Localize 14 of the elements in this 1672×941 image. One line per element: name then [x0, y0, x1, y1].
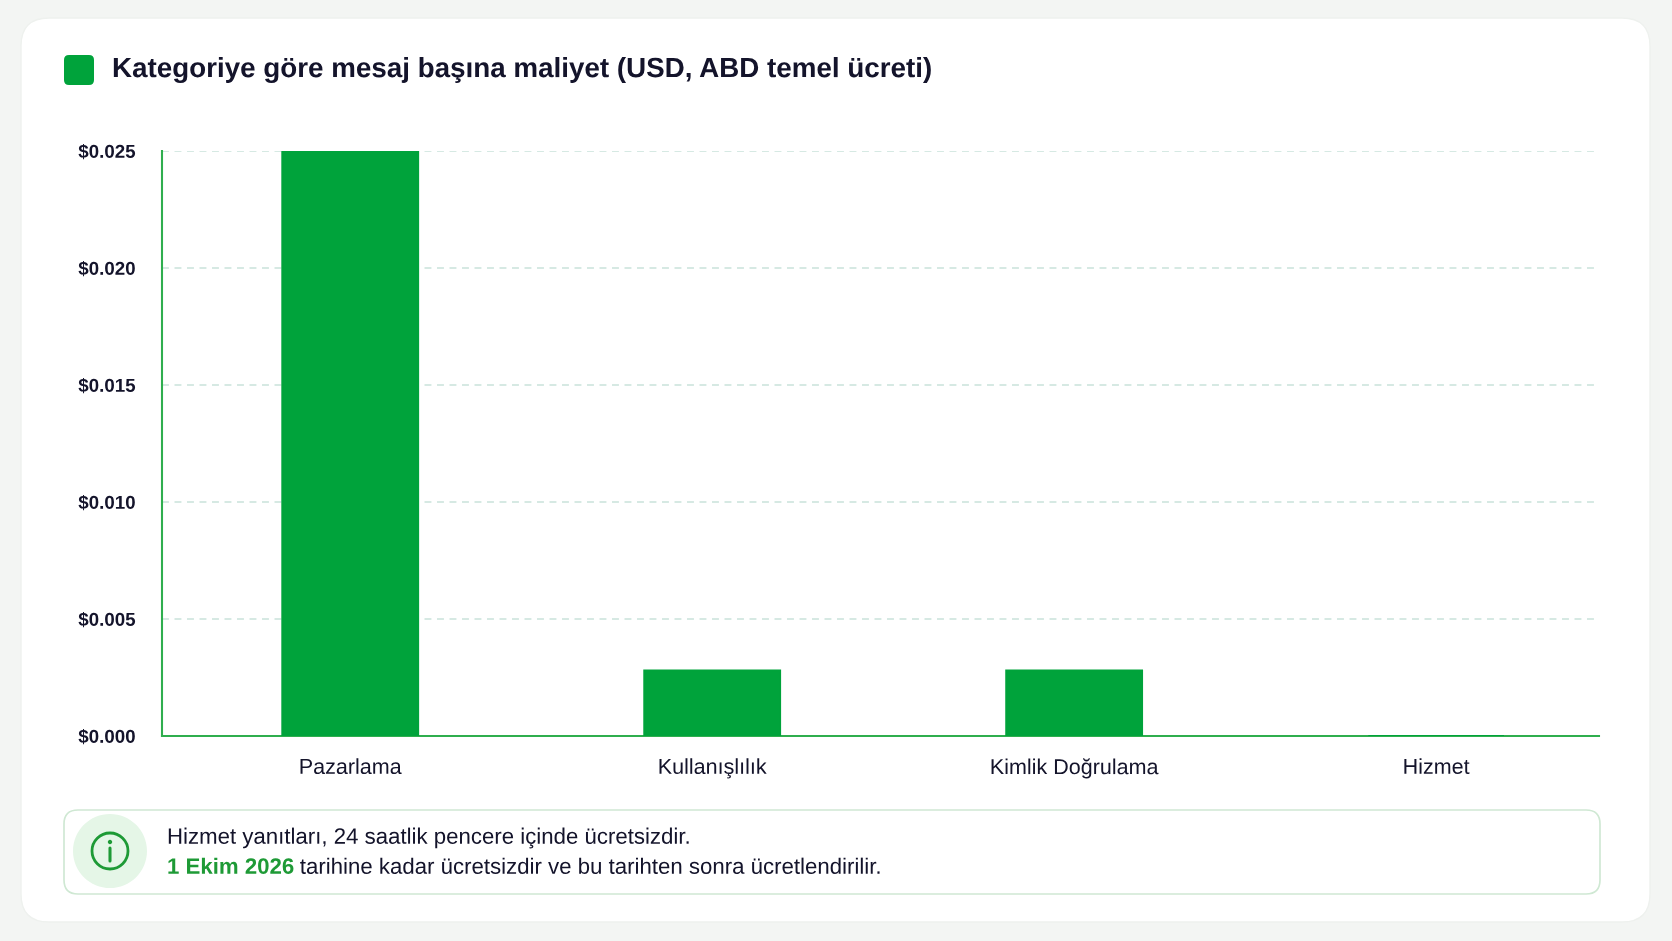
text: Hizmet yanıtları, 24 saatlik pencere içinde ücretsizdir.: [168, 827, 689, 849]
y-tick-label: $0.020: [78, 260, 135, 277]
y-tick-label: $0.010: [78, 494, 135, 511]
text: 1 Ekim 2026: [168, 857, 294, 874]
x-tick-label: Pazarlama: [300, 758, 402, 775]
chart-title: Kategoriye göre mesaj başına maliyet (USD, ABD temel ücreti): [113, 56, 931, 84]
x-tick-label: Kimlik Doğrulama: [991, 758, 1159, 779]
text: tarihine kadar ücretsizdir ve bu tarihten sonra ücretlendirilir.: [300, 857, 880, 874]
y-tick-label: $0.025: [78, 143, 136, 160]
y-tick-label: $0.005: [78, 611, 136, 628]
y-tick-label: $0.000: [78, 728, 135, 745]
y-tick-label: $0.015: [78, 377, 136, 394]
x-tick-label: Hizmet: [1404, 758, 1470, 775]
x-tick-label: Kullanışlılık: [659, 758, 767, 779]
